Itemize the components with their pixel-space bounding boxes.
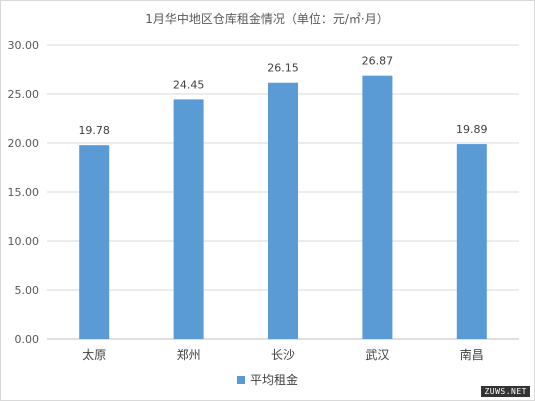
bar: [362, 75, 393, 339]
y-tick-label: 15.00: [8, 186, 40, 199]
y-tick-label: 20.00: [8, 137, 40, 150]
bar: [456, 144, 487, 339]
x-tick-label: 武汉: [365, 348, 389, 362]
bars: [79, 75, 487, 339]
data-label: 19.89: [456, 123, 488, 136]
y-tick-label: 5.00: [15, 284, 40, 297]
y-tick-label: 25.00: [8, 88, 40, 101]
x-tick-label: 郑州: [177, 347, 201, 362]
legend: 平均租金: [237, 372, 298, 387]
chart-title: 1月华中地区仓库租金情况（单位：元/㎡·月）: [145, 11, 389, 26]
data-label: 26.87: [362, 55, 394, 68]
data-label: 24.45: [173, 78, 205, 91]
y-tick-label: 0.00: [15, 333, 40, 346]
data-label: 26.15: [267, 62, 299, 75]
bar: [79, 145, 110, 339]
y-tick-label: 30.00: [8, 39, 40, 52]
legend-swatch: [237, 376, 245, 384]
bar: [268, 82, 298, 339]
x-tick-label: 长沙: [271, 348, 295, 362]
data-labels: 19.78 24.45 26.15 26.87 19.89: [78, 55, 487, 137]
y-axis-ticks: 0.00 5.00 10.00 15.00 20.00 25.00 30.00: [8, 39, 40, 346]
x-tick-label: 南昌: [460, 347, 484, 362]
watermark: ZUWS.NET: [481, 386, 530, 397]
data-label: 19.78: [78, 124, 110, 137]
x-axis-labels: 太原 郑州 长沙 武汉 南昌: [82, 347, 484, 362]
legend-label: 平均租金: [250, 372, 298, 387]
y-tick-label: 10.00: [8, 235, 40, 248]
x-tick-label: 太原: [82, 347, 106, 362]
bar: [173, 99, 204, 339]
